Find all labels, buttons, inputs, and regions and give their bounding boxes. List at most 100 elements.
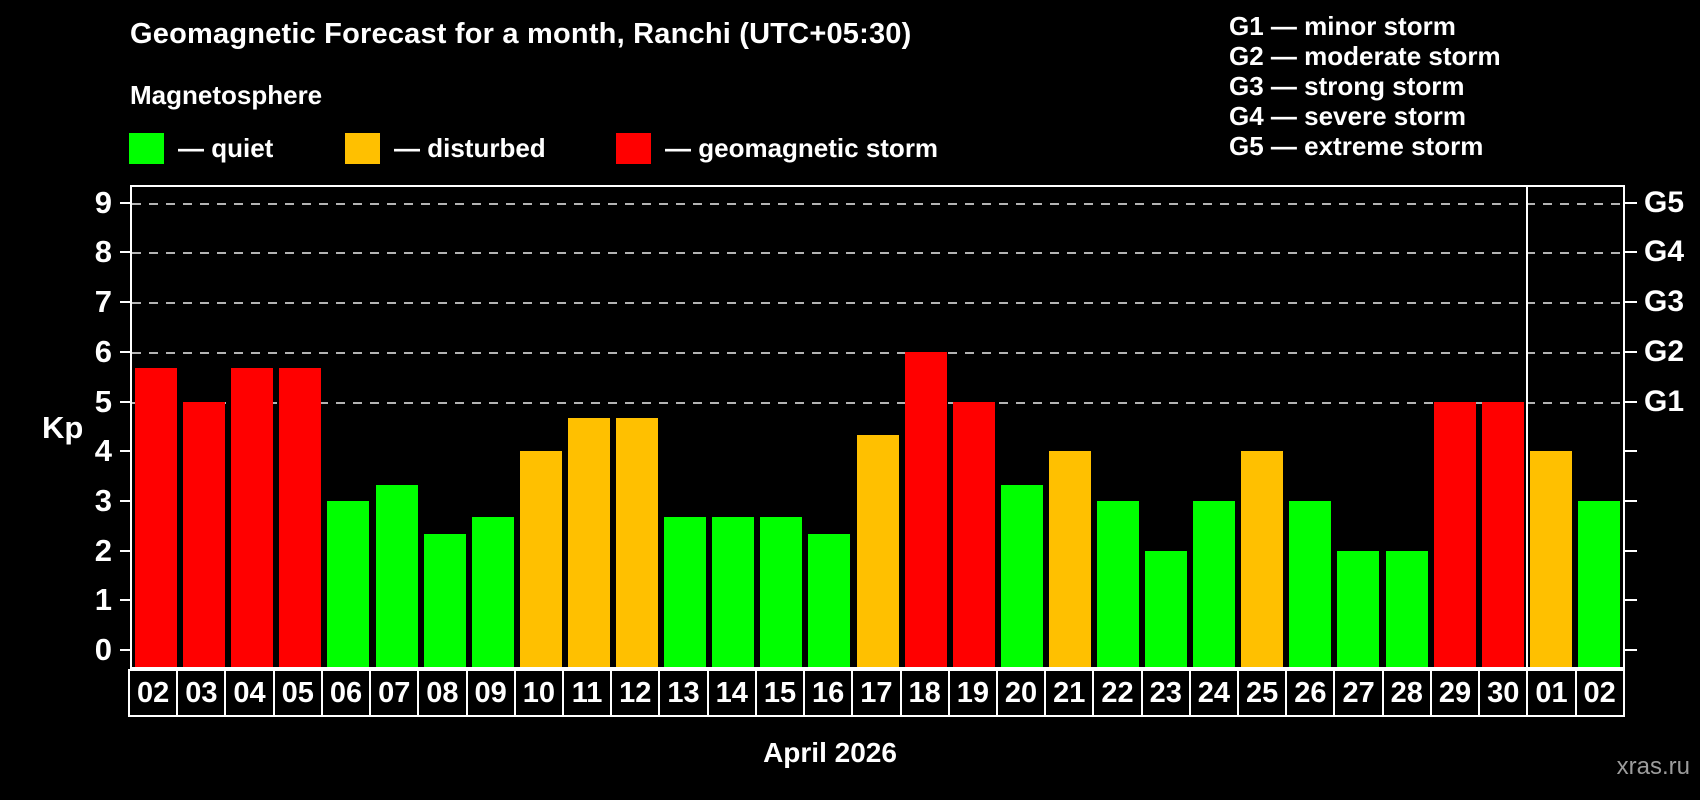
disturbed-color-swatch [345, 133, 380, 164]
storm-scale-g4: G4 — severe storm [1229, 101, 1467, 131]
g-scale-label-g2: G2 [1644, 334, 1685, 368]
day-label-07: 07 [369, 669, 420, 717]
left-tick-7 [120, 301, 130, 304]
day-label-02: 02 [128, 669, 179, 717]
quiet-color-swatch [129, 133, 164, 164]
day-label-14: 14 [706, 669, 757, 717]
legend-label-disturbed: — disturbed [394, 133, 546, 163]
right-tick-9 [1625, 201, 1637, 204]
gridline-kp-7 [132, 302, 1623, 305]
x-axis-day-labels: 02 03 04 05 06 07 08 09 10 11 12 13 14 15 16 17 18 19 20 21… [128, 669, 1625, 717]
g-scale-label-g3: G3 [1644, 285, 1685, 319]
y-tick-label-3: 3 [94, 482, 112, 518]
right-tick-5 [1625, 400, 1637, 403]
storm-scale-g5: G5 — extreme storm [1229, 131, 1484, 161]
right-tick-3 [1625, 499, 1637, 502]
kp-bar-22 [1096, 500, 1139, 667]
x-axis-title: April 2026 [763, 737, 897, 768]
left-tick-8 [120, 251, 130, 254]
day-label-24: 24 [1188, 669, 1240, 717]
day-label-06: 06 [320, 669, 372, 717]
kp-bar-18 [904, 351, 947, 667]
y-tick-label-7: 7 [94, 284, 112, 320]
kp-bar-12 [616, 417, 659, 667]
day-label-13: 13 [658, 669, 709, 717]
kp-bar-13 [664, 517, 707, 667]
storm-scale-g3: G3 — strong storm [1229, 71, 1465, 101]
day-label-27: 27 [1333, 669, 1384, 717]
day-label-10: 10 [513, 669, 564, 717]
kp-bar-10 [519, 451, 562, 667]
kp-bar-15 [760, 517, 803, 667]
day-label-02: 02 [1574, 669, 1625, 717]
day-label-20: 20 [995, 669, 1047, 717]
left-tick-6 [120, 350, 130, 353]
g-scale-label-g1: G1 [1644, 384, 1685, 418]
day-label-17: 17 [851, 669, 902, 717]
gridline-kp-5 [132, 401, 1623, 404]
legend-label-quiet: — quiet [178, 133, 274, 163]
kp-bar-09 [471, 517, 514, 667]
y-tick-label-0: 0 [94, 632, 112, 667]
kp-bar-17 [856, 434, 899, 667]
y-axis-title: Kp [42, 410, 84, 445]
right-tick-4 [1625, 450, 1637, 453]
kp-bar-20 [1000, 484, 1043, 667]
kp-bar-30 [1481, 401, 1524, 667]
day-label-09: 09 [465, 669, 516, 717]
right-tick-1 [1625, 599, 1637, 602]
g-scale-label-g4: G4 [1644, 235, 1685, 269]
day-label-19: 19 [947, 669, 998, 717]
plot-area [130, 185, 1625, 669]
left-tick-5 [120, 400, 130, 403]
kp-bar-05 [279, 368, 322, 667]
day-label-03: 03 [176, 669, 227, 717]
kp-bar-16 [808, 534, 851, 667]
day-label-11: 11 [561, 669, 613, 717]
y-tick-label-9: 9 [94, 184, 112, 220]
day-label-25: 25 [1237, 669, 1288, 717]
gridline-kp-6 [132, 351, 1623, 354]
kp-bar-08 [423, 534, 466, 667]
day-label-28: 28 [1381, 669, 1432, 717]
day-label-12: 12 [610, 669, 661, 717]
y-tick-label-8: 8 [94, 234, 112, 270]
g-scale-label-g5: G5 [1644, 185, 1685, 219]
right-tick-6 [1625, 350, 1637, 353]
kp-bar-07 [375, 484, 418, 667]
kp-bar-06 [327, 500, 370, 667]
gridline-kp-8 [132, 252, 1623, 255]
watermark: xras.ru [1616, 753, 1690, 780]
chart-subtitle: Magnetosphere [130, 80, 323, 110]
legend-item-storm: — geomagnetic storm [616, 133, 938, 164]
kp-bar-23 [1145, 550, 1188, 667]
day-label-21: 21 [1044, 669, 1095, 717]
kp-bar-04 [231, 368, 274, 667]
storm-color-swatch [616, 133, 651, 164]
y-tick-label-1: 1 [94, 582, 112, 618]
y-tick-label-5: 5 [94, 383, 112, 419]
left-tick-0 [120, 649, 130, 651]
kp-bar-14 [712, 517, 755, 667]
day-label-01: 01 [1526, 669, 1577, 717]
kp-bar-03 [183, 401, 226, 667]
day-label-26: 26 [1285, 669, 1336, 717]
storm-scale-legend: G1 — minor storm G2 — moderate storm G3 … [1229, 11, 1501, 161]
right-tick-2 [1625, 549, 1637, 552]
legend-item-quiet: — quiet [129, 133, 273, 164]
chart-title: Geomagnetic Forecast for a month, Ranchi… [130, 18, 912, 50]
legend-label-storm: — geomagnetic storm [665, 133, 939, 163]
day-label-04: 04 [224, 669, 275, 717]
kp-bar-29 [1433, 401, 1476, 667]
left-tick-2 [120, 549, 130, 552]
day-label-23: 23 [1140, 669, 1191, 717]
right-tick-7 [1625, 301, 1637, 304]
day-label-29: 29 [1429, 669, 1481, 717]
kp-bar-26 [1289, 500, 1332, 667]
day-label-16: 16 [803, 669, 854, 717]
kp-bar-21 [1048, 451, 1091, 667]
kp-bar-02 [135, 368, 178, 667]
day-label-22: 22 [1092, 669, 1143, 717]
kp-bar-27 [1337, 550, 1380, 667]
